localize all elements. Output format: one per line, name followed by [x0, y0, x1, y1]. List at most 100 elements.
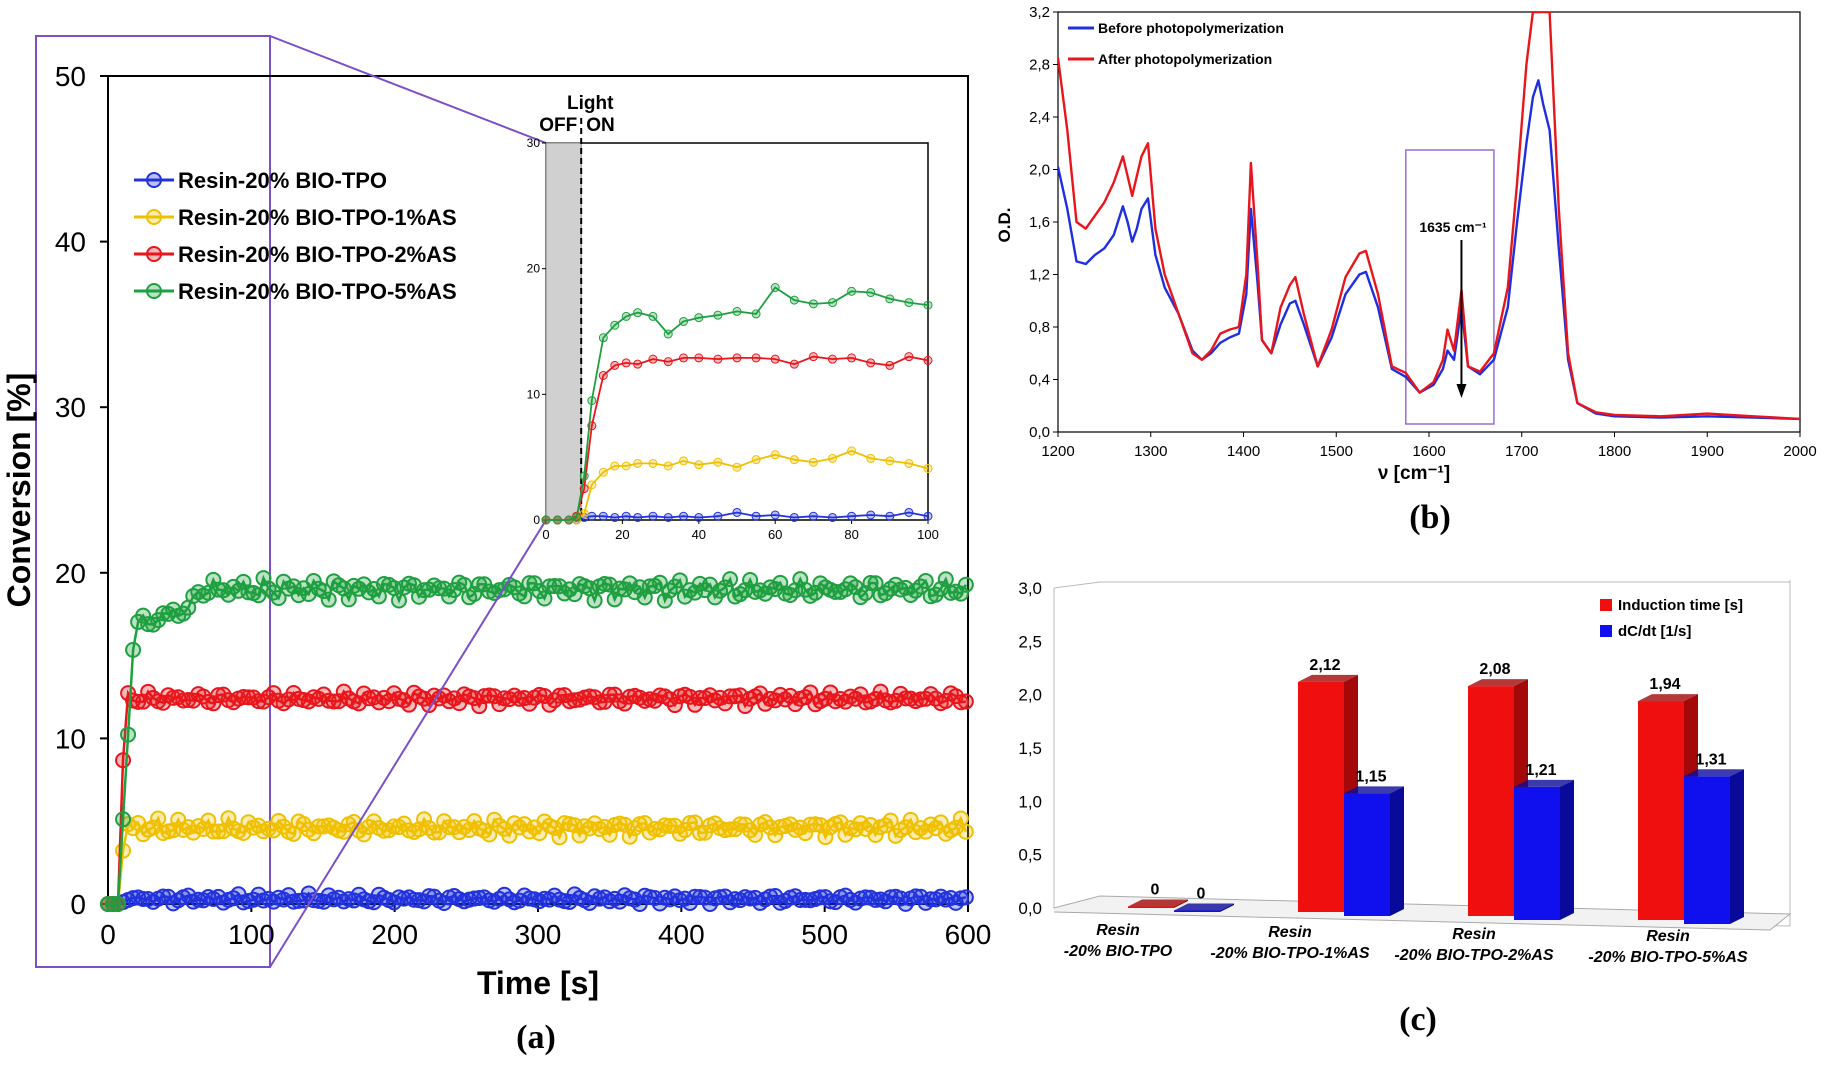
inset-series-point: [904, 298, 914, 308]
inset-series-point: [633, 359, 643, 369]
zoom-connector-bottom: [269, 519, 547, 968]
series-point: [210, 823, 227, 840]
inset-series-point: [732, 507, 742, 517]
inset-series-point: [633, 458, 643, 468]
inset-series-point: [808, 457, 818, 467]
bar-top: [1638, 694, 1698, 702]
y-tick-label: 3,2: [1029, 4, 1050, 21]
inset-x-tick-label: 80: [844, 527, 858, 542]
peak-annotation: 1635 cm⁻¹: [1419, 219, 1487, 235]
legend-swatch: [1600, 599, 1612, 611]
inset-series-point: [694, 512, 704, 522]
y-tick-label: 50: [55, 61, 86, 92]
inset-series-point: [610, 512, 620, 522]
inset-series-point: [663, 329, 673, 339]
bar-front: [1684, 776, 1730, 924]
inset-series-point: [828, 354, 837, 364]
series-point: [952, 694, 969, 711]
inset-series-point: [885, 360, 895, 370]
bar-top: [1468, 679, 1528, 687]
inset-y-tick-label: 10: [527, 387, 541, 401]
series-point: [586, 592, 603, 609]
inset-series-point: [694, 460, 704, 470]
inset-series-point: [694, 353, 704, 363]
inset-series-point: [663, 461, 673, 471]
inset-series-point: [579, 471, 589, 481]
inset-series-point: [713, 511, 723, 521]
bar-top: [1174, 903, 1234, 911]
x-tick-label: 600: [945, 919, 992, 950]
y-tick-label: 0: [70, 889, 86, 920]
spectrum-line: [1058, 12, 1800, 421]
x-tick-label: 0: [100, 919, 116, 950]
inset-series-point: [633, 512, 643, 522]
inset-series-point: [751, 455, 761, 465]
panel-label-c: (c): [1399, 1001, 1437, 1038]
inset-series-point: [621, 511, 631, 521]
bar-side: [1220, 903, 1234, 912]
x-tick-label: 500: [801, 919, 848, 950]
inset-series-point: [847, 353, 857, 363]
series-point: [481, 687, 498, 704]
inset-series-point: [828, 453, 837, 463]
series-point: [862, 574, 879, 591]
category-label: Resin: [1096, 922, 1140, 939]
inset-series-point: [621, 311, 631, 321]
inset-x-tick-label: 20: [615, 527, 629, 542]
spectrum-plot: 0,0 0,4 0,8 1,2 1,6 2,0 2,4 2,8 3,2 1200 1300 1400 1…: [995, 4, 1817, 484]
light-off-region: [545, 142, 582, 521]
peak-arrow-head: [1456, 384, 1467, 398]
panel-b-spectrum-chart: 0,0 0,4 0,8 1,2 1,6 2,0 2,4 2,8 3,2 1200 1300 1400 1…: [995, 4, 1817, 536]
bar-front: [1514, 786, 1560, 920]
series-point: [125, 641, 142, 658]
bar-value-label: 2,08: [1479, 661, 1510, 678]
inset-series-point: [808, 299, 818, 309]
y-tick-label: 0,5: [1018, 846, 1042, 865]
bar-value-label: 0: [1197, 886, 1206, 903]
series-point: [315, 583, 332, 600]
bar-value-label: 0: [1151, 882, 1160, 899]
inset-series-point: [610, 360, 620, 370]
bar-top: [1298, 674, 1358, 682]
main-series-group: [100, 570, 974, 912]
inset-series-point: [789, 359, 799, 369]
series-point: [390, 592, 407, 609]
inset-series-point: [598, 511, 608, 521]
x-tick-label: 1600: [1412, 443, 1445, 460]
series-point: [952, 810, 969, 827]
series-point: [150, 810, 167, 827]
category-label: Resin: [1452, 926, 1496, 943]
bar-value-label: 1,31: [1695, 751, 1726, 768]
inset-x-tick-label: 40: [692, 527, 706, 542]
inset-series-point: [663, 512, 673, 522]
bar-top: [1344, 786, 1404, 794]
series-point: [957, 576, 974, 593]
series-point: [416, 811, 433, 828]
y-tick-label: 3,0: [1018, 579, 1042, 598]
inset-series-point: [847, 511, 857, 521]
series-point: [431, 580, 448, 597]
inset-y-tick-label: 30: [527, 136, 541, 150]
inset-series-point: [789, 295, 799, 305]
bar-top: [1684, 769, 1744, 777]
inset-series-point: [713, 457, 723, 467]
inset-series-point: [923, 463, 933, 473]
inset-series-point: [904, 507, 914, 517]
inset-series-point: [579, 509, 589, 519]
series-point: [621, 828, 638, 845]
series-point: [516, 588, 533, 605]
back-wall-outline: [1053, 581, 1790, 589]
inset-y-tick-label: 0: [533, 513, 540, 527]
bar-value-label: 1,94: [1649, 676, 1680, 693]
series-point: [320, 591, 337, 608]
series-point: [340, 591, 357, 608]
inset-series-point: [621, 461, 631, 471]
inset-series-point: [808, 511, 818, 521]
series-point: [957, 823, 974, 840]
bar-side: [1730, 769, 1744, 924]
bar-plot: 0,0 0,5 1,0 1,5 2,0 2,5 3,0 0 2,12 2,08 1,94 0 1,15 1…: [1018, 579, 1792, 966]
inset-series-point: [598, 370, 608, 380]
series-point: [952, 585, 969, 602]
zoom-connector-top: [269, 35, 547, 144]
zoom-highlight-box: [35, 35, 271, 968]
